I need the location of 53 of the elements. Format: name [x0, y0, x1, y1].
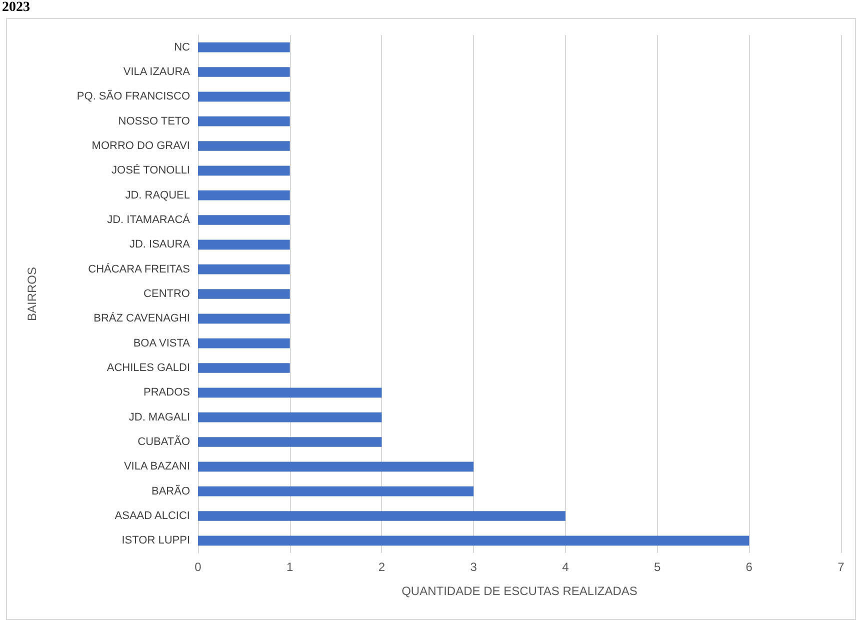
x-tick-label: 6: [746, 560, 753, 574]
y-tick-label: ACHILES GALDI: [106, 362, 190, 374]
bar: [198, 388, 382, 398]
bar: [198, 462, 474, 472]
bar: [198, 92, 290, 102]
y-tick-label: JD. ITAMARACÁ: [107, 213, 191, 226]
y-tick-label: BOA VISTA: [133, 337, 191, 350]
bar: [198, 116, 290, 126]
x-tick-label: 2: [378, 560, 386, 574]
y-tick-label: BARÃO: [151, 484, 190, 498]
y-tick-label: MORRO DO GRAVI: [92, 140, 190, 152]
y-tick-label: NC: [174, 41, 190, 54]
bar: [198, 215, 290, 225]
y-tick-label: CUBATÃO: [138, 435, 190, 448]
y-tick-label: NOSSO TETO: [118, 115, 190, 128]
bar: [198, 314, 290, 324]
y-tick-label: JD. MAGALI: [128, 411, 190, 424]
y-tick-label: JOSÉ TONOLLI: [112, 164, 190, 177]
x-tick-label: 7: [838, 560, 845, 574]
bar: [198, 264, 290, 274]
bar: [198, 289, 290, 299]
y-tick-label: PQ. SÃO FRANCISCO: [76, 90, 190, 103]
bar: [198, 240, 290, 250]
text: 2023: [2, 0, 30, 16]
y-tick-label: BRÁZ CAVENAGHI: [94, 312, 190, 325]
y-tick-label: JD. RAQUEL: [125, 189, 190, 202]
y-tick-label: CENTRO: [144, 288, 190, 300]
bar: [198, 412, 382, 422]
x-tick-label: 0: [194, 560, 202, 574]
x-axis-title: QUANTIDADE DE ESCUTAS REALIZADAS: [402, 584, 638, 598]
y-tick-label: ISTOR LUPPI: [122, 534, 190, 547]
y-tick-label: VILA IZAURA: [123, 66, 191, 78]
bar: [198, 42, 290, 52]
y-tick-label: PRADOS: [144, 386, 190, 399]
x-tick-label: 4: [562, 560, 570, 574]
bar: [198, 511, 566, 521]
y-tick-label: VILA BAZANI: [124, 460, 190, 473]
y-axis-title: BAIRROS: [25, 266, 39, 322]
bar: [198, 363, 290, 373]
x-tick-label: 1: [286, 560, 294, 574]
bar: [198, 338, 290, 348]
y-tick-label: JD. ISAURA: [129, 238, 191, 251]
bar: [198, 437, 382, 447]
y-tick-label: ASAAD ALCICI: [114, 510, 190, 522]
bar: [198, 486, 474, 496]
bar: [198, 141, 290, 151]
bar: [198, 166, 290, 176]
y-tick-label: CHÁCARA FREITAS: [88, 262, 190, 276]
x-tick-label: 5: [654, 560, 661, 574]
bar: [198, 67, 290, 77]
bar: [198, 190, 290, 200]
bar: [198, 536, 750, 546]
x-tick-label: 3: [470, 560, 478, 574]
